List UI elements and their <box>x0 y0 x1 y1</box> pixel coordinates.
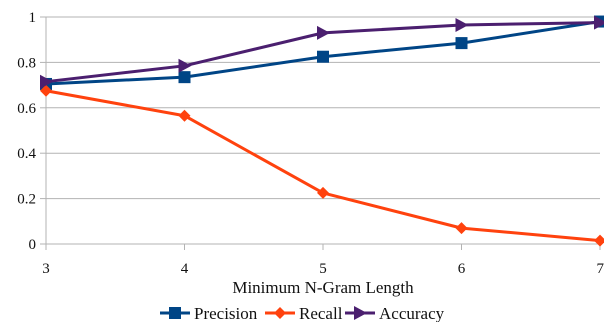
y-tick-label-3: 0.6 <box>17 101 36 117</box>
axes <box>40 16 601 250</box>
series-accuracy-point-2 <box>317 25 330 40</box>
series-recall-point-4 <box>594 234 604 247</box>
series-precision-point-3 <box>455 37 468 50</box>
y-tick-label-5: 1 <box>29 10 37 26</box>
legend: Precision Recall Accuracy <box>160 304 445 322</box>
series-recall-point-2 <box>317 186 329 199</box>
series-accuracy-point-0 <box>40 74 53 89</box>
legend-label-precision: Precision <box>194 304 258 322</box>
series-precision-point-1 <box>178 71 191 84</box>
legend-item-accuracy: Accuracy <box>345 304 445 322</box>
x-tick-label-4: 7 <box>597 261 604 277</box>
x-tick-label-0: 3 <box>42 261 50 277</box>
y-tick-labels: 0 0.2 0.4 0.6 0.8 1 <box>17 10 36 253</box>
series-recall <box>40 84 604 247</box>
series-accuracy-point-1 <box>178 58 192 73</box>
series-recall-point-1 <box>178 109 191 122</box>
legend-marker-precision <box>169 307 181 319</box>
legend-marker-recall <box>274 307 286 319</box>
x-tick-labels: 3 4 5 6 7 <box>42 261 604 277</box>
series-precision <box>40 15 604 90</box>
x-tick-label-1: 4 <box>181 261 189 277</box>
x-tick-label-2: 5 <box>319 261 327 277</box>
series-accuracy-point-4 <box>594 15 604 30</box>
y-tick-label-0: 0 <box>29 237 37 253</box>
series-recall-line <box>45 89 601 243</box>
y-tick-label-4: 0.8 <box>17 55 36 71</box>
y-tick-label-1: 0.2 <box>17 192 36 208</box>
legend-item-precision: Precision <box>160 304 258 322</box>
legend-label-accuracy: Accuracy <box>379 304 445 322</box>
x-tick-label-3: 6 <box>458 261 466 277</box>
series-layer <box>40 15 604 247</box>
series-recall-point-0 <box>40 84 52 97</box>
series-recall-point-3 <box>455 222 468 235</box>
series-accuracy-point-3 <box>455 17 469 32</box>
series-accuracy <box>40 15 604 89</box>
y-tick-label-2: 0.4 <box>17 146 36 162</box>
legend-item-recall: Recall <box>265 304 343 322</box>
x-axis-title: Minimum N-Gram Length <box>232 278 414 297</box>
legend-marker-accuracy <box>354 306 367 320</box>
legend-label-recall: Recall <box>299 304 343 322</box>
series-precision-point-2 <box>317 50 329 63</box>
